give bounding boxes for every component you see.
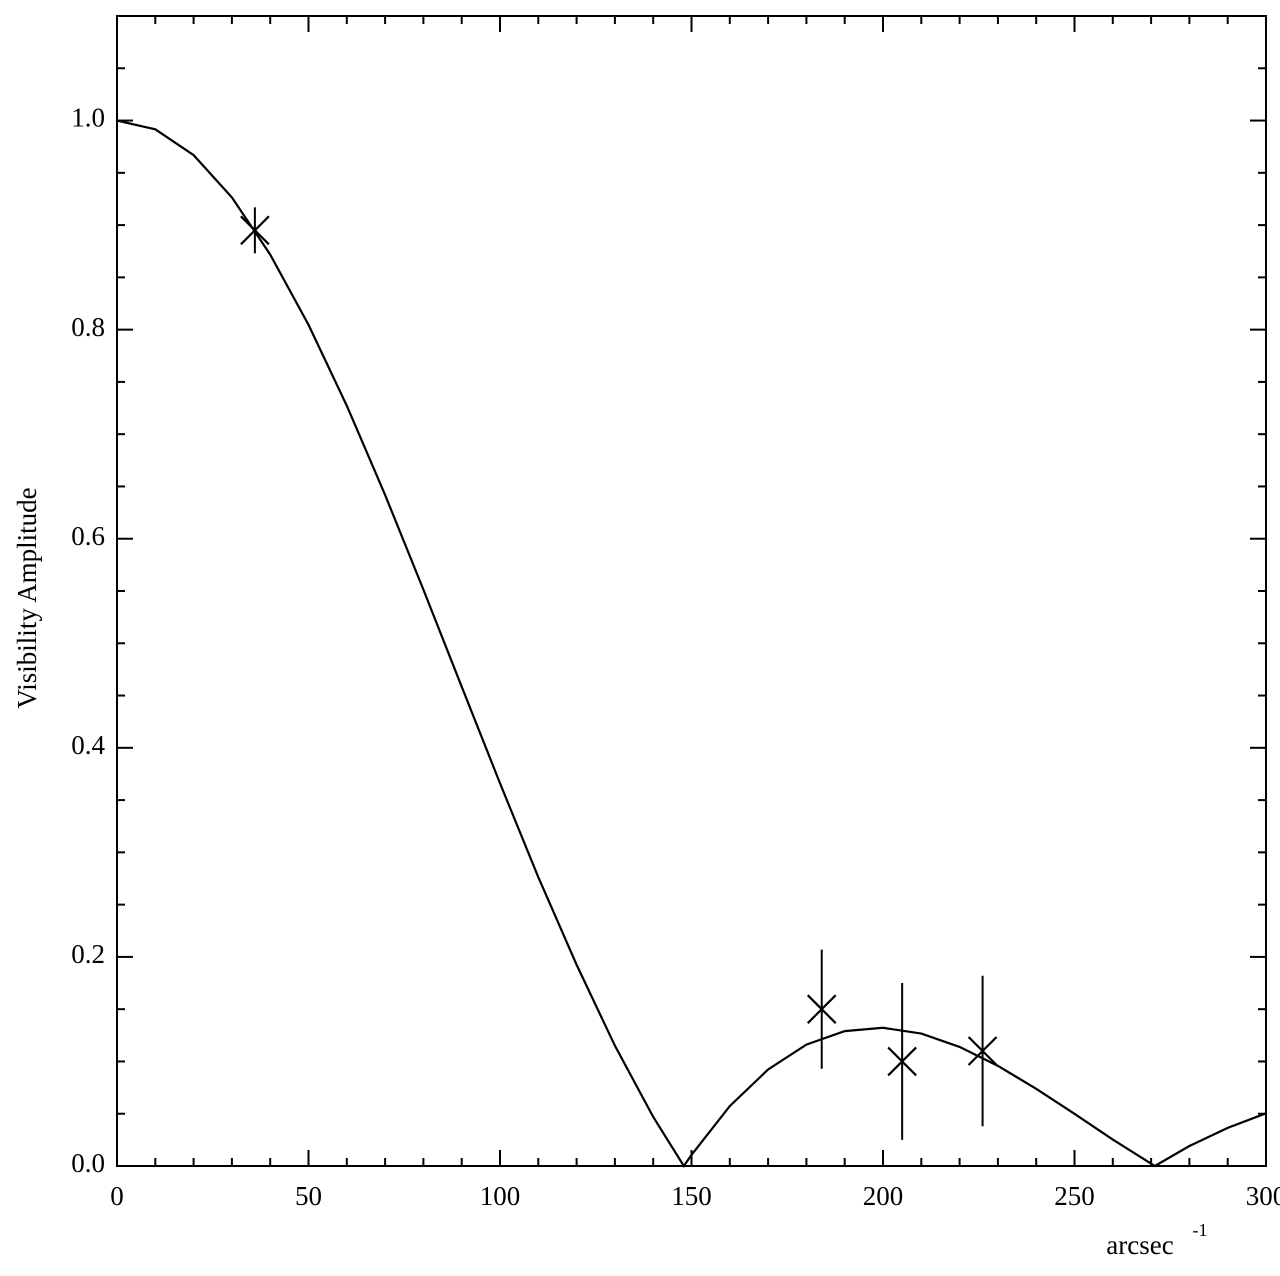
x-tick-label: 200	[863, 1181, 904, 1211]
plot-frame	[116, 15, 1267, 1167]
data-point	[887, 1046, 917, 1077]
x-tick-label: 100	[480, 1181, 521, 1211]
data-point	[240, 215, 270, 246]
x-axis-label: arcsec	[1106, 1230, 1173, 1260]
data-point	[967, 1036, 998, 1066]
y-tick-label: 0.6	[71, 521, 105, 551]
x-tick-label: 50	[295, 1181, 322, 1211]
y-tick-label: 0.4	[71, 730, 105, 760]
model-curve	[116, 119, 1267, 1169]
x-tick-label: 300	[1246, 1181, 1280, 1211]
y-axis-label: Visibility Amplitude	[12, 487, 42, 708]
x-tick-label: 250	[1054, 1181, 1095, 1211]
x-axis-label-exponent: -1	[1193, 1220, 1208, 1240]
y-tick-label: 0.8	[71, 312, 105, 342]
y-tick-label: 0.2	[71, 939, 105, 969]
x-tick-label: 150	[671, 1181, 712, 1211]
x-tick-label: 0	[110, 1181, 124, 1211]
y-tick-label: 0.0	[71, 1148, 105, 1178]
data-point	[806, 994, 837, 1024]
y-tick-label: 1.0	[71, 103, 105, 133]
